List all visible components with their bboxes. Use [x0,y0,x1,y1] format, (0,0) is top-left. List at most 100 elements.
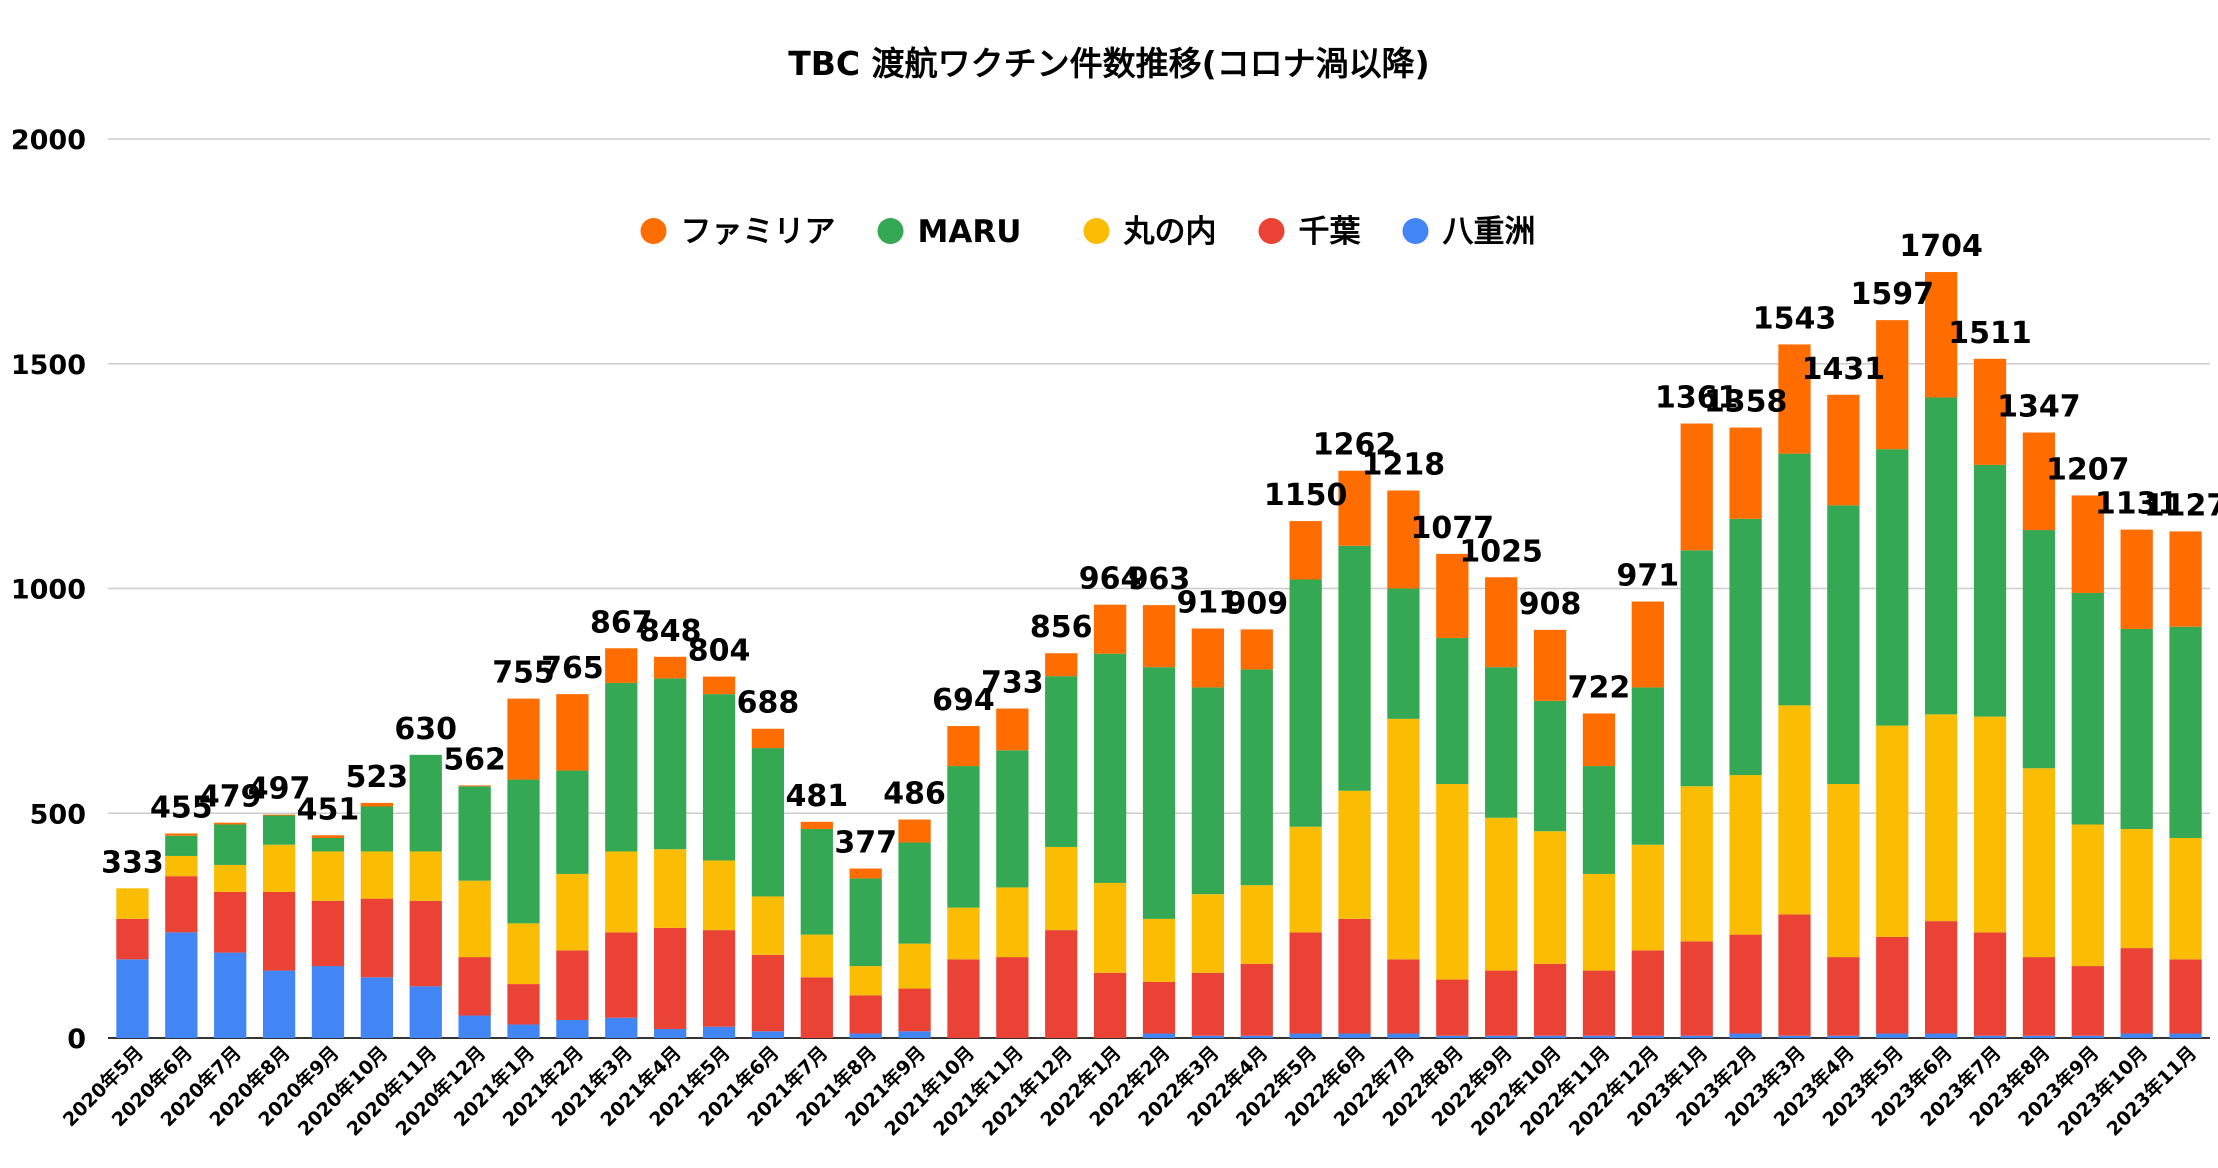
total-label: 909 [1225,586,1288,621]
bar-segment [1876,320,1909,450]
bar-segment [800,934,833,978]
bar-segment [1973,464,2007,717]
bar-segment [556,1020,589,1038]
total-label: 1127 [2144,488,2218,523]
bar-segment [1973,716,2007,933]
bar-segment [800,828,833,935]
bar-segment [2022,1035,2056,1038]
bar-segment [1436,1035,1469,1038]
bar-segment [849,878,882,967]
bar-segment [1582,766,1616,874]
bar-segment [605,682,638,852]
bar-segment [1827,505,1860,785]
bar-segment [1142,918,1176,982]
bar-segment [996,708,1029,751]
bar-segment [996,750,1029,888]
legend-swatch [1402,218,1429,244]
bar-segment [1093,653,1127,883]
bar-segment [751,1031,785,1038]
bar-segment [1387,1033,1420,1038]
bar-segment [165,835,198,856]
bar-segment [654,1029,687,1038]
bar-segment [311,900,345,967]
bar-segment [1973,358,2007,465]
bar-segment [654,678,687,850]
total-label: 1150 [1264,478,1348,513]
bar-segment [458,1015,491,1038]
bar-segment [1240,629,1273,670]
bar-segment [1485,577,1518,668]
bar-segment [1778,705,1811,915]
total-label: 733 [981,666,1044,701]
bar-segment [1240,885,1273,964]
total-label: 804 [688,634,751,669]
bar-segment [654,927,687,1030]
total-label: 523 [346,760,409,795]
total-label: 755 [492,656,555,691]
bar-segment [1680,550,1713,787]
bar-segment [1387,959,1420,1034]
bar-segment [165,876,198,933]
bar-segment [1191,687,1225,895]
bar-segment [214,864,247,892]
bar-segment [1045,846,1078,931]
bar-segment [1925,714,1958,922]
bar-segment [1631,844,1664,951]
bar-segment [1778,344,1811,454]
bar-segment [702,860,736,931]
bar-segment [311,837,345,852]
bar-segment [262,815,296,845]
total-label: 377 [834,826,897,861]
bar-segment [1582,1035,1616,1038]
bar-segment [116,918,149,960]
total-label: 486 [883,777,946,812]
legend-label: 丸の内 [1123,214,1217,250]
total-label: 1511 [1948,316,2032,351]
bar-segment [2022,768,2056,958]
bar-segment [311,966,345,1038]
bar-segment [214,952,247,1038]
bar-segment [1191,1035,1225,1038]
bar-segment [116,888,149,919]
bar-segment [1142,667,1176,919]
y-tick-label: 500 [30,799,86,830]
legend: ファミリア MARU 丸の内 千葉 八重洲 [640,214,1536,250]
bar-segment [1191,894,1225,973]
bar-segment [2120,1033,2153,1038]
bar-segment [214,824,247,865]
bar-segment [1582,713,1616,767]
bar-segment [1827,784,1860,958]
bar-segment [1338,545,1371,791]
bar-segment [360,977,393,1038]
bar-segment [996,957,1029,1038]
bar-segment [1338,470,1371,546]
bar-segment [1289,826,1322,933]
x-axis-tick-labels: 2020年5月2020年6月2020年7月2020年8月2020年9月2020年… [58,1041,2201,1140]
legend-label: MARU [918,214,1022,250]
bar-segment [605,932,638,1018]
bar-segment [360,898,393,978]
bar-segment [1045,653,1078,677]
bar-segment [1973,932,2007,1036]
bar-segment [1485,667,1518,818]
total-label: 911 [1177,586,1240,621]
total-label: 1358 [1704,385,1788,420]
bar-segment [1876,725,1909,937]
bar-segment [751,748,785,897]
legend-swatch [640,218,667,244]
bar-segment [214,891,247,953]
bar-segment [1876,1033,1909,1038]
bar-segment [1338,790,1371,919]
y-tick-label: 2000 [11,125,86,156]
bar-segment [409,851,442,901]
bar-segment [556,694,589,771]
bar-segment [116,959,149,1038]
bar-segment [458,957,491,1016]
total-label: 455 [150,790,213,825]
bar-segment [1631,1035,1664,1038]
bar-segment [556,950,589,1021]
bar-segment [458,786,491,881]
bar-segment [165,833,198,836]
bar-segment [751,896,785,955]
total-label: 848 [639,614,702,649]
